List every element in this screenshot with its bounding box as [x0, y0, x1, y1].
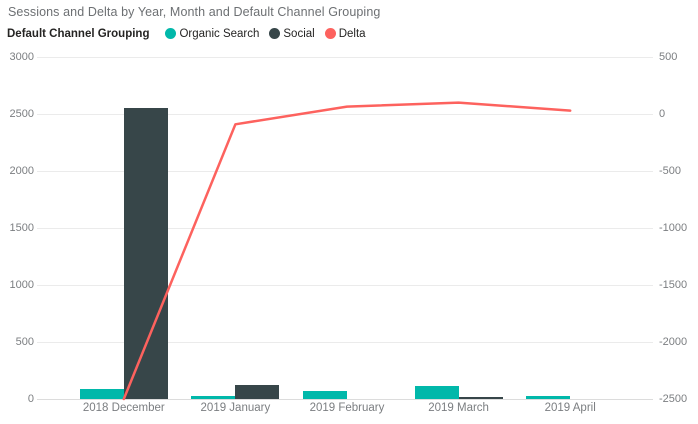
- bar-organic-search-2018-december[interactable]: [80, 389, 124, 399]
- bar-organic-search-2019-january[interactable]: [191, 396, 235, 399]
- right-axis-tick-label: -1000: [659, 222, 688, 234]
- left-axis-tick-label: 3000: [9, 51, 34, 63]
- organic-search-legend-dot-icon: [165, 28, 177, 39]
- social-legend-dot-icon: [269, 28, 281, 39]
- delta-line[interactable]: [122, 101, 572, 401]
- gridline: [37, 57, 653, 58]
- bar-social-2018-december[interactable]: [124, 108, 168, 399]
- legend-item-organic-search[interactable]: Organic Search: [165, 28, 259, 40]
- page-title: Sessions and Delta by Year, Month and De…: [8, 5, 381, 19]
- legend-item-label: Delta: [338, 27, 366, 40]
- left-axis-tick-label: 2000: [9, 165, 34, 177]
- x-axis-category-label: 2019 January: [200, 402, 271, 414]
- bar-social-2019-march[interactable]: [459, 397, 503, 399]
- x-axis-category-label: 2019 March: [428, 402, 489, 414]
- legend-item-label: Organic Search: [179, 27, 260, 40]
- bar-social-2019-january[interactable]: [235, 385, 279, 399]
- right-axis-tick-label: 0: [659, 108, 666, 120]
- x-axis-category-label: 2018 December: [82, 402, 165, 414]
- right-axis-tick-label: -2500: [659, 393, 688, 405]
- right-axis-tick-label: -2000: [659, 336, 688, 348]
- legend-item-label: Social: [283, 27, 315, 40]
- left-axis-tick-label: 1000: [9, 279, 34, 291]
- right-axis-tick-label: 500: [659, 51, 678, 63]
- bar-organic-search-2019-april[interactable]: [526, 396, 570, 399]
- right-axis-tick-label: -1500: [659, 279, 688, 291]
- bar-organic-search-2019-march[interactable]: [415, 386, 459, 399]
- gridline: [37, 399, 653, 400]
- left-axis-tick-label: 0: [27, 393, 34, 405]
- left-axis-tick-label: 500: [15, 336, 34, 348]
- legend-item-social[interactable]: Social: [269, 27, 315, 40]
- delta-legend-dot-icon: [324, 28, 336, 39]
- left-axis-tick-label: 2500: [9, 108, 34, 120]
- x-axis-category-label: 2019 February: [309, 402, 385, 414]
- x-axis-category-label: 2019 April: [544, 402, 596, 414]
- left-axis-tick-label: 1500: [9, 222, 34, 234]
- bar-organic-search-2019-february[interactable]: [303, 391, 347, 399]
- legend: Default Channel Grouping Organic Search …: [7, 26, 376, 41]
- legend-item-delta[interactable]: Delta: [324, 27, 366, 40]
- legend-title: Default Channel Grouping: [7, 27, 150, 40]
- right-axis-tick-label: -500: [659, 165, 682, 177]
